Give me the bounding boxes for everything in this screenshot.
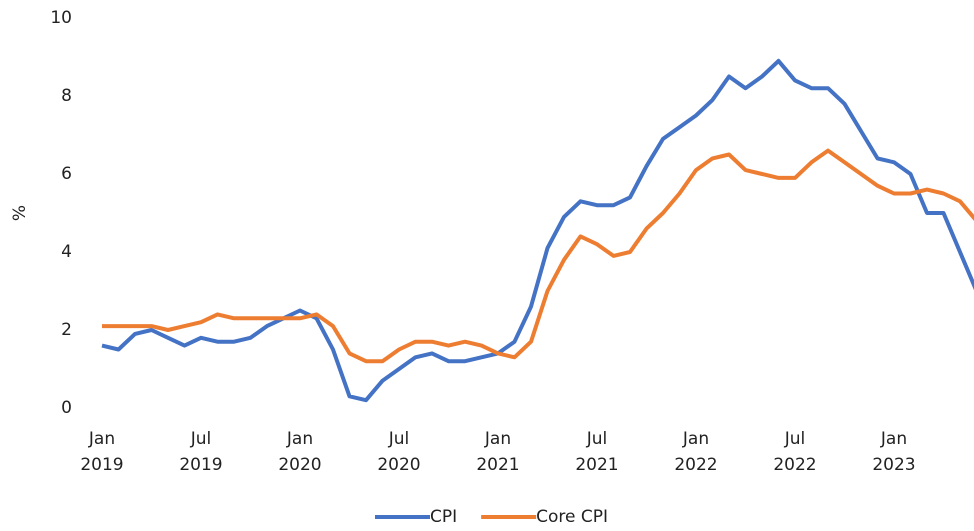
x-tick-label: Jul 2020 (377, 429, 421, 475)
legend-label: CPI (430, 507, 457, 527)
x-tick-label: Jul 2019 (179, 429, 223, 475)
y-tick-label: 10 (50, 8, 72, 28)
x-tick-label: Jan 2020 (278, 429, 322, 475)
y-tick-label: 8 (61, 86, 72, 106)
y-axis-label: % (10, 205, 30, 221)
legend-label: Core CPI (536, 507, 608, 527)
x-tick-label: Jan 2019 (80, 429, 124, 475)
y-tick-label: 4 (61, 242, 72, 262)
series-line (102, 148, 974, 364)
y-tick-label: 2 (61, 320, 72, 340)
x-tick-label: Jan 2021 (476, 429, 520, 475)
x-tick-label: Jul 2022 (773, 429, 817, 475)
x-tick-label: Jan 2023 (872, 429, 916, 475)
y-tick-label: 6 (61, 164, 72, 184)
x-tick-label: Jan 2022 (674, 429, 718, 475)
series-line (101, 58, 974, 403)
y-tick-label: 0 (61, 398, 72, 418)
x-tick-label: Jul 2021 (575, 429, 619, 475)
